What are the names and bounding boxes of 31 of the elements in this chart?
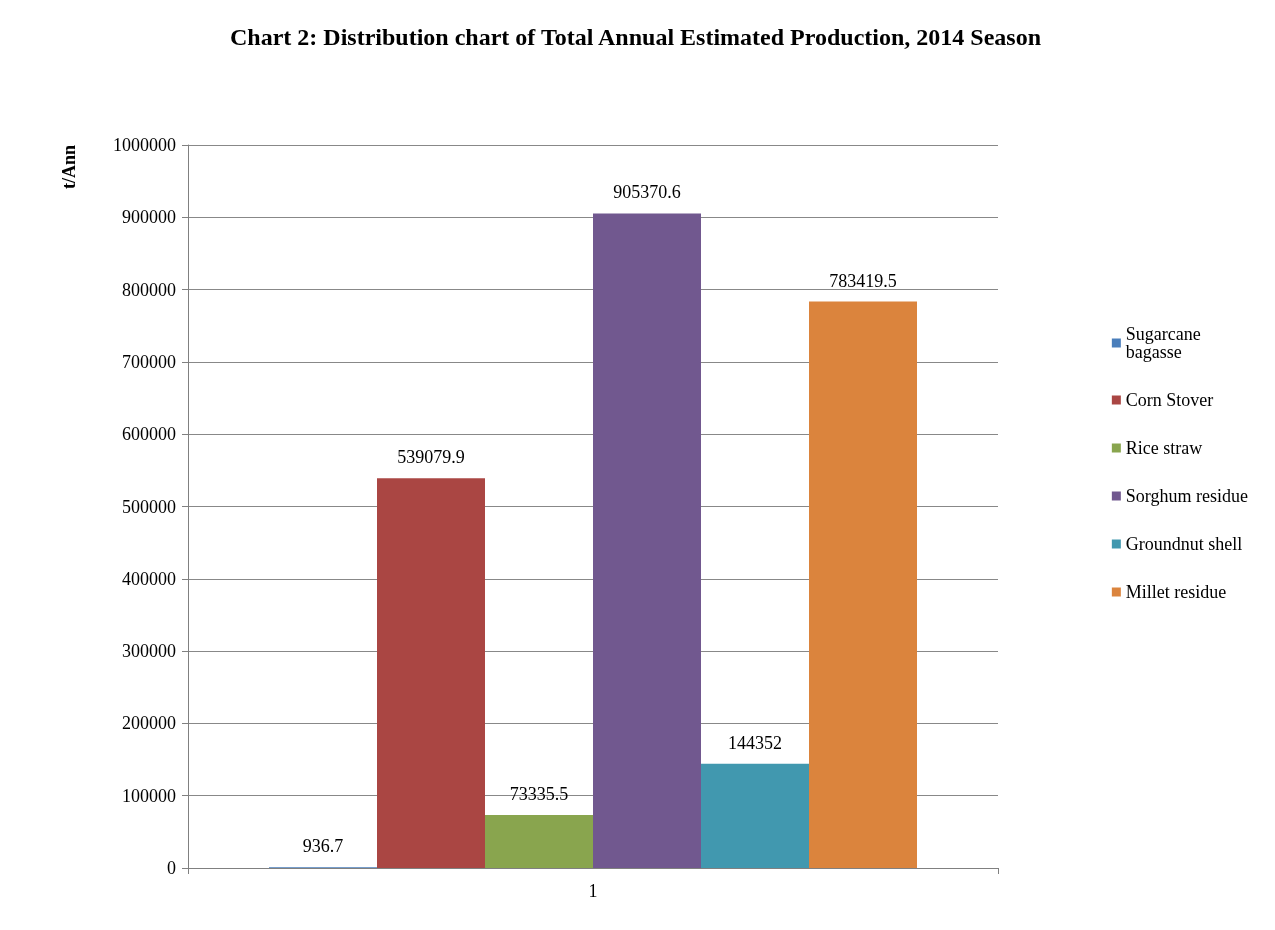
y-tick-label: 400000 — [122, 568, 176, 589]
bar — [701, 763, 809, 868]
legend-label: Sorghum residue — [1125, 486, 1249, 506]
x-tick-label: 1 — [588, 881, 598, 901]
y-tick-label: 600000 — [122, 424, 176, 445]
y-axis-title: t/Ann — [59, 145, 79, 190]
data-label: 73335.5 — [509, 783, 569, 804]
y-tick-label: 900000 — [122, 207, 176, 228]
legend-label: Sugarcane bagasse — [1125, 324, 1206, 362]
legend-label: Millet residue — [1125, 582, 1227, 602]
data-label: 936.7 — [302, 836, 344, 857]
chart-title: Chart 2: Distribution chart of Total Annual Estimated Production, 2014 Season — [230, 24, 1041, 50]
legend-label: Groundnut shell — [1125, 534, 1243, 554]
bar — [377, 478, 485, 868]
y-tick-label: 300000 — [122, 641, 176, 662]
y-tick-label: 700000 — [122, 351, 176, 372]
legend-label: Corn Stover — [1125, 390, 1214, 410]
legend-label: Rice straw — [1125, 438, 1203, 458]
y-tick-label: 1000000 — [113, 135, 176, 155]
bar — [485, 814, 593, 868]
y-tick-label: 800000 — [122, 279, 176, 300]
bar — [593, 213, 701, 868]
y-tick-label: 200000 — [122, 713, 176, 734]
data-label: 144352 — [728, 732, 782, 753]
bar — [809, 301, 917, 868]
y-tick-label: 0 — [167, 858, 176, 878]
data-label: 905370.6 — [613, 182, 681, 203]
y-tick-label: 100000 — [122, 785, 176, 806]
data-label: 783419.5 — [829, 270, 897, 291]
data-label: 539079.9 — [397, 447, 465, 468]
y-tick-label: 500000 — [122, 496, 176, 517]
